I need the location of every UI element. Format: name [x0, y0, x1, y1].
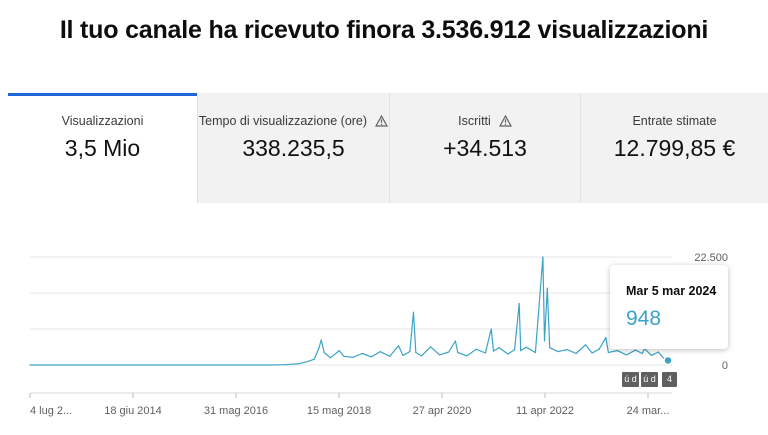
data-point [409, 351, 411, 353]
data-point [534, 351, 537, 354]
data-point [520, 350, 522, 352]
x-tick-label: 4 lug 2... [30, 405, 72, 417]
data-point [323, 351, 325, 354]
data-point [650, 354, 653, 356]
data-point [546, 287, 548, 289]
data-point [439, 354, 441, 356]
data-point [352, 356, 354, 358]
data-point [306, 361, 309, 363]
x-tick-label: 24 mar... [627, 405, 670, 417]
data-point [284, 364, 286, 366]
y-tick-label: 22.500 [694, 252, 728, 264]
selected-point-marker [663, 355, 673, 366]
metric-label: Entrate stimate [632, 114, 717, 128]
data-point [457, 351, 459, 354]
metric-card-views[interactable]: Visualizzazioni 3,5 Mio [8, 93, 197, 203]
x-tick-label: 27 apr 2020 [413, 405, 472, 417]
metric-card-revenue[interactable]: Entrate stimate 12.799,85 € [580, 93, 768, 203]
data-point [566, 349, 568, 351]
data-point [454, 340, 456, 342]
data-point [498, 347, 500, 349]
data-point [320, 339, 322, 341]
annotation-marker[interactable]: ú d [641, 372, 658, 387]
chart-tooltip: Mar 5 mar 2024 948 [610, 265, 728, 349]
x-tick-label: 11 apr 2022 [516, 405, 574, 417]
data-point [475, 348, 477, 350]
data-point [466, 355, 468, 357]
data-point [343, 355, 345, 357]
data-point [492, 350, 495, 352]
tooltip-date: Mar 5 mar 2024 [626, 284, 717, 298]
data-point [370, 356, 372, 358]
data-point [625, 354, 628, 356]
data-point [338, 350, 340, 352]
metric-value: 12.799,85 € [613, 135, 736, 161]
data-point [361, 352, 363, 355]
x-tick-label: 18 giu 2014 [104, 405, 162, 417]
data-point [507, 353, 509, 355]
metric-label: Visualizzazioni [61, 114, 144, 128]
data-point [605, 337, 607, 339]
page-headline: Il tuo canale ha ricevuto finora 3.536.9… [59, 16, 709, 44]
data-point [420, 355, 423, 357]
data-point [484, 352, 486, 354]
y-tick-label: 0 [722, 360, 728, 372]
data-point [379, 351, 381, 353]
data-point [575, 352, 577, 355]
data-point [29, 364, 31, 366]
annotation-marker[interactable]: 4 [662, 372, 677, 387]
data-point [634, 349, 637, 351]
data-point [557, 351, 559, 353]
data-point [607, 351, 610, 354]
metric-label: Iscritti [390, 114, 580, 128]
warning-icon [375, 115, 389, 127]
data-point [543, 340, 546, 342]
x-tick-label: 15 mag 2018 [307, 405, 371, 417]
data-point [402, 354, 404, 356]
data-point [490, 328, 492, 330]
data-point [270, 364, 272, 366]
data-point [591, 352, 593, 354]
data-point [397, 345, 400, 347]
data-point [616, 350, 618, 352]
data-point [389, 355, 391, 357]
warning-icon [498, 115, 512, 127]
metric-card-subscribers[interactable]: Iscritti +34.513 [389, 93, 580, 203]
metric-card-watch-time[interactable]: Tempo di visualizzazione (ore) 338.235,5 [197, 93, 389, 203]
data-point [549, 347, 551, 349]
data-point [329, 357, 331, 359]
x-tick-label: 31 mag 2016 [204, 405, 268, 417]
metric-value: 3,5 Mio [64, 135, 141, 161]
data-point [313, 358, 315, 360]
data-point [542, 256, 544, 258]
data-point [584, 344, 587, 346]
views-series-line [30, 256, 669, 366]
data-point [318, 347, 320, 349]
metric-cards: Visualizzazioni 3,5 Mio Tempo di visuali… [8, 93, 768, 203]
data-point [412, 311, 415, 313]
data-point [662, 357, 664, 359]
data-point [415, 351, 417, 354]
data-point [657, 351, 660, 353]
data-point [297, 363, 299, 365]
data-point [525, 346, 527, 348]
data-point [448, 351, 450, 353]
metric-label: Tempo di visualizzazione (ore) [198, 114, 389, 128]
metric-value: +34.513 [443, 135, 527, 161]
data-point [641, 352, 643, 355]
data-point [598, 348, 600, 350]
metric-value: 338.235,5 [242, 135, 345, 161]
data-point [518, 303, 520, 305]
annotation-marker[interactable]: ú d [622, 372, 639, 387]
data-point [430, 346, 432, 348]
data-point [514, 349, 516, 351]
tooltip-value: 948 [626, 307, 662, 330]
